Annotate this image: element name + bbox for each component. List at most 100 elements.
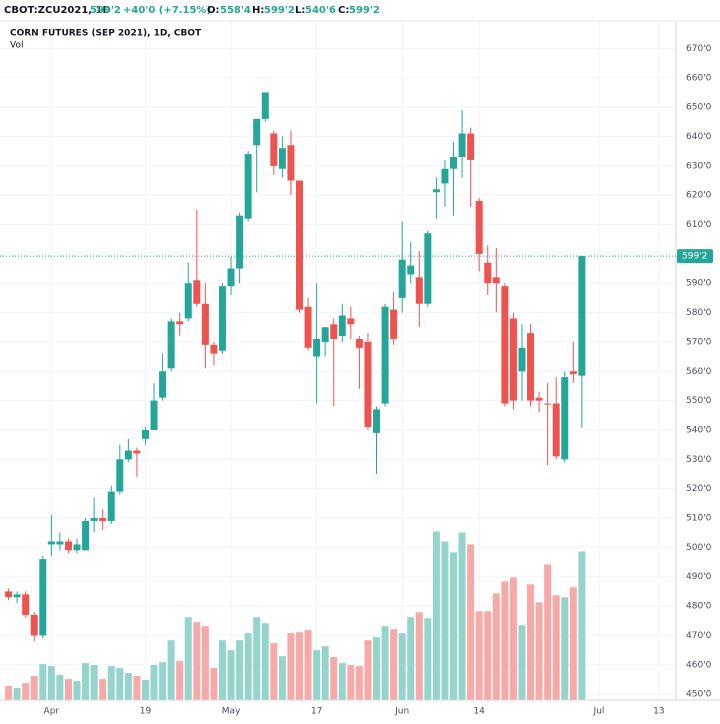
candle-body (364, 341, 372, 428)
volume-bar (424, 618, 432, 700)
volume-bar (236, 640, 244, 700)
y-tick-label: 460'0 (686, 660, 712, 670)
candle-body (82, 520, 90, 551)
volume-bar (107, 666, 115, 700)
volume-bar (518, 625, 526, 700)
change: +40'0 (+7.15%) (123, 5, 211, 16)
volume-bar (39, 664, 47, 700)
volume-bar (458, 532, 466, 700)
x-tick-label: Apr (44, 707, 60, 717)
volume-bar (509, 577, 517, 700)
volume-bar (141, 680, 149, 700)
x-tick-label: 13 (653, 707, 664, 717)
candle-body (424, 233, 432, 304)
volume-bar (484, 611, 492, 700)
grid (0, 22, 676, 700)
candle-layer (5, 92, 586, 642)
volume-bar (227, 650, 235, 700)
volume-bar (261, 623, 269, 700)
candle-body (244, 154, 252, 219)
candle-body (492, 277, 500, 284)
candle-body (107, 491, 115, 521)
candle-body (210, 344, 218, 354)
y-tick-label: 530'0 (686, 455, 712, 465)
last-price-label: 599'2 (682, 252, 707, 262)
volume-bar (278, 656, 286, 700)
volume-bar (450, 552, 458, 700)
volume-bar (321, 646, 329, 700)
volume-bar (176, 661, 184, 700)
candle-body (193, 280, 201, 304)
close-value: 599'2 (349, 5, 380, 16)
candle-body (116, 459, 124, 492)
candle-body (99, 518, 107, 521)
candle-body (484, 262, 492, 284)
y-tick-label: 450'0 (686, 690, 712, 700)
y-tick-label: 650'0 (686, 103, 712, 113)
volume-bar (159, 662, 167, 700)
volume-bar (544, 564, 552, 700)
candle-body (133, 450, 141, 454)
candle-body (141, 429, 149, 439)
candle-body (509, 318, 517, 401)
candle-body (295, 180, 303, 310)
high-value: 599'2 (264, 5, 295, 16)
volume-bar (561, 597, 569, 700)
y-tick-label: 630'0 (686, 161, 712, 171)
volume-bar (338, 663, 346, 700)
candle-body (270, 133, 278, 166)
volume-bar (201, 626, 209, 700)
candle-body (578, 256, 586, 376)
volume-bar (432, 531, 440, 700)
candle-body (56, 541, 64, 545)
y-tick-label: 470'0 (686, 631, 712, 641)
candle-body (47, 541, 55, 545)
candle-body (561, 377, 569, 460)
candle-body (218, 286, 226, 351)
volume-bar (390, 629, 398, 700)
volume-bar (347, 665, 355, 700)
volume-bar (73, 681, 81, 700)
volume-bar (64, 679, 72, 700)
x-tick-label: 19 (140, 707, 152, 717)
volume-bar (364, 640, 372, 700)
volume-bar (492, 593, 500, 700)
candle-body (167, 321, 175, 369)
volume-bar (116, 668, 124, 700)
volume-bar (5, 686, 13, 700)
volume-bar (193, 622, 201, 700)
volume-bar (415, 612, 423, 700)
volume-bar (47, 666, 55, 700)
close-label: C: (338, 5, 349, 16)
candle-body (347, 318, 355, 325)
y-tick-label: 590'0 (686, 279, 712, 289)
candle-body (236, 215, 244, 269)
volume-bar (569, 587, 577, 700)
y-tick-label: 620'0 (686, 191, 712, 201)
y-tick-label: 500'0 (686, 543, 712, 553)
candle-body (432, 189, 440, 193)
volume-bar (355, 666, 363, 700)
candle-body (501, 286, 509, 404)
candle-body (415, 277, 423, 304)
candle-body (330, 324, 338, 339)
candle-body (124, 450, 132, 460)
x-tick-label: 17 (311, 707, 322, 717)
y-tick-label: 610'0 (686, 220, 712, 230)
low-label: L: (295, 5, 305, 16)
y-tick-label: 540'0 (686, 425, 712, 435)
volume-bar (552, 595, 560, 700)
last-price-box (677, 249, 713, 264)
candle-body (13, 594, 21, 598)
candle-body (475, 201, 483, 254)
candle-body (64, 541, 72, 551)
candle-body (201, 303, 209, 345)
candle-body (304, 306, 312, 348)
volume-bar (184, 617, 192, 700)
volume-bar (535, 602, 543, 700)
candle-body (467, 133, 475, 160)
volume-bar (304, 630, 312, 700)
volume-bar (467, 544, 475, 700)
y-tick-label: 640'0 (686, 132, 712, 142)
